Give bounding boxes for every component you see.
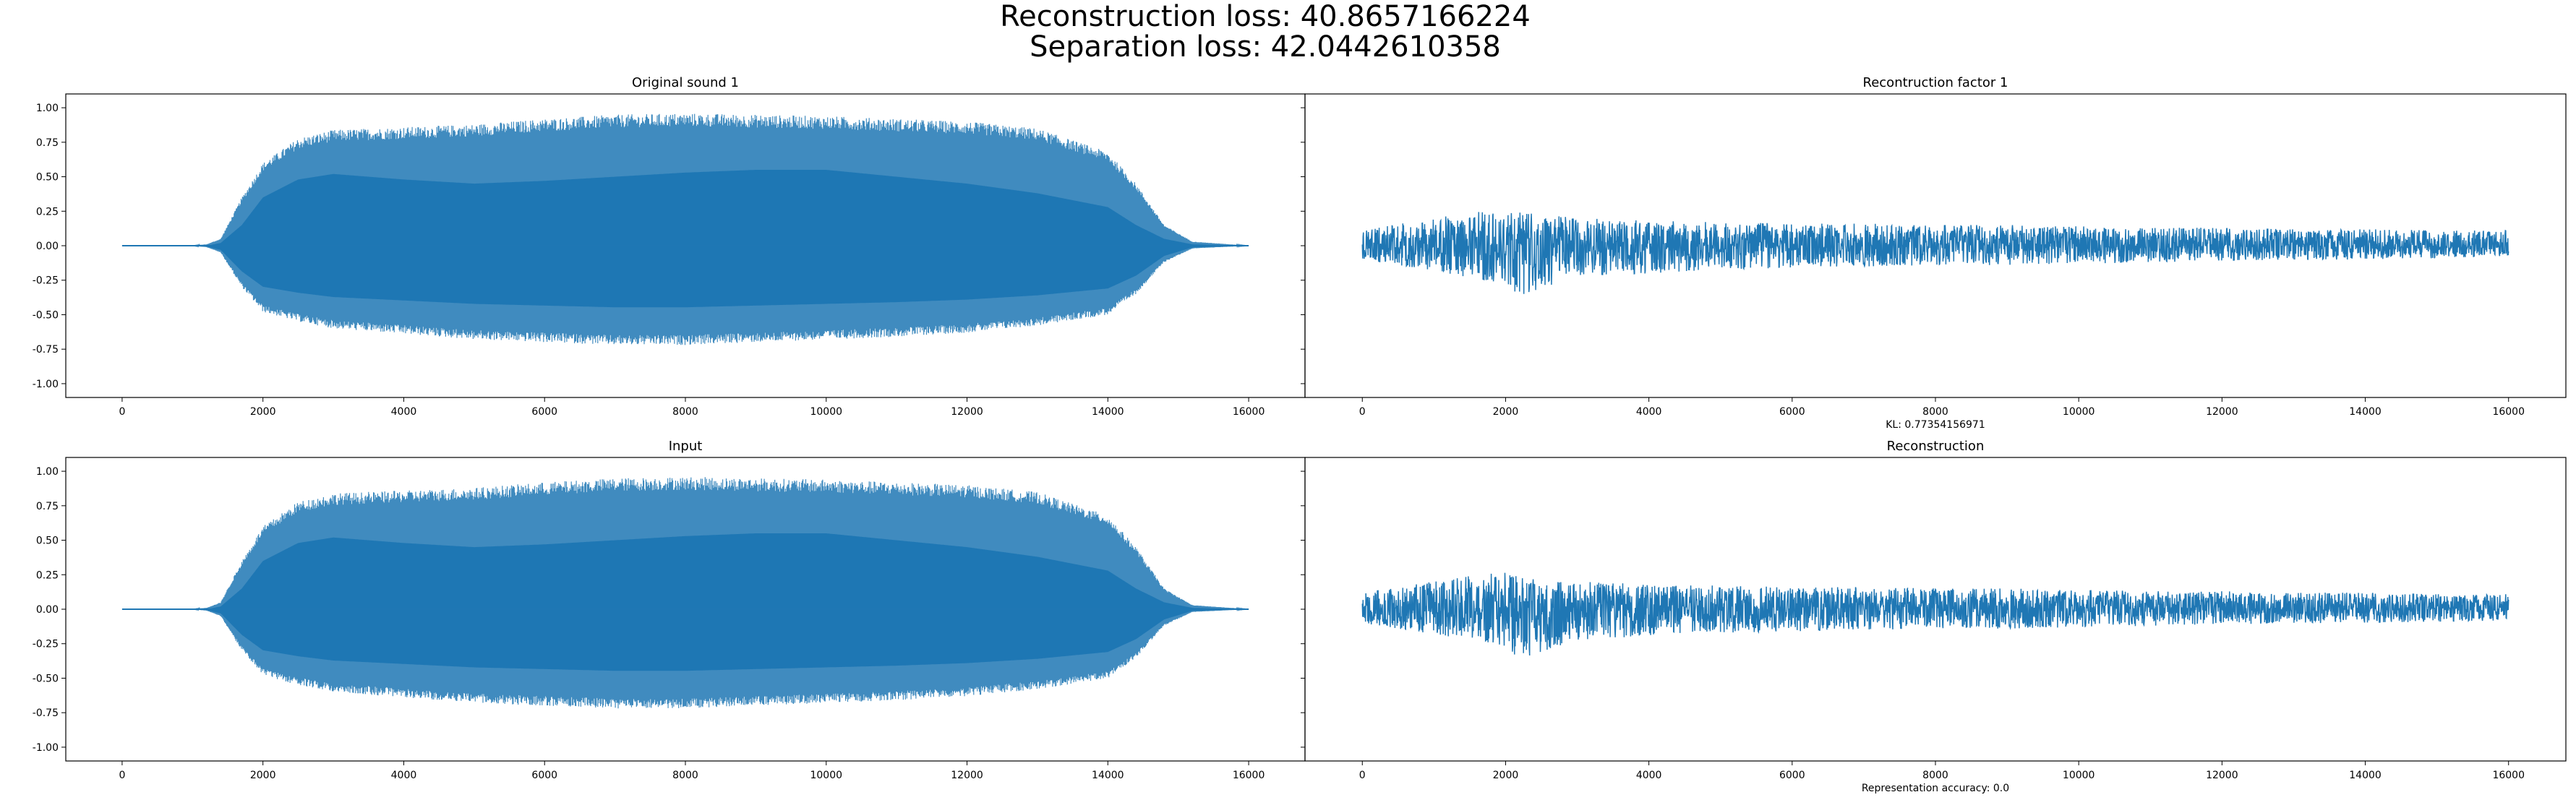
x-tick-label: 14000: [2349, 770, 2382, 781]
x-tick-label: 10000: [810, 406, 842, 418]
y-tick-label: -0.75: [33, 344, 59, 356]
y-tick-label: 0.00: [36, 241, 59, 252]
subplot-4: Reconstruction 0 2000 4000 6000 8000 10000 1200…: [1301, 439, 2567, 794]
subplot-1: Original sound 1 0 2000 4000 6000 8000 10000 12…: [33, 75, 1306, 418]
x-axis-label: Representation accuracy: 0.0: [1862, 783, 2009, 794]
y-tick-label: 0.25: [36, 569, 59, 581]
x-axis-label: KL: 0.77354156971: [1886, 419, 1985, 431]
x-tick-label: 2000: [1493, 406, 1519, 418]
y-tick-label: 0.25: [36, 206, 59, 218]
x-tick-label: 0: [119, 770, 125, 781]
y-tick-label: 1.00: [36, 103, 59, 114]
y-tick-label: -0.50: [33, 309, 59, 321]
y-tick-label: -0.25: [33, 275, 59, 287]
x-tick-label: 0: [1359, 770, 1366, 781]
x-tick-label: 16000: [2492, 770, 2525, 781]
y-tick-label: 0.75: [36, 501, 59, 512]
subplot-3: Input 0 2000 4000 6000 8000 10000 12000 14000 160…: [33, 439, 1306, 781]
x-tick-label: 0: [119, 406, 125, 418]
x-tick-label: 4000: [1636, 406, 1662, 418]
x-tick-label: 10000: [2063, 406, 2095, 418]
subplot-title: Reconstruction: [1887, 439, 1985, 454]
x-tick-label: 16000: [1233, 406, 1265, 418]
noise-trace: [1361, 572, 2509, 656]
x-tick-label: 10000: [810, 770, 842, 781]
y-tick-label: -1.00: [33, 742, 59, 754]
x-tick-label: 8000: [1922, 770, 1948, 781]
y-tick-label: 0.00: [36, 604, 59, 616]
subplot-title: Original sound 1: [632, 75, 739, 90]
x-tick-label: 14000: [1092, 406, 1124, 418]
subplot-title: Input: [669, 439, 703, 454]
x-tick-label: 4000: [1636, 770, 1662, 781]
x-tick-label: 6000: [531, 406, 557, 418]
subplot-title: Recontruction factor 1: [1863, 75, 2008, 90]
suptitle-line-1: Reconstruction loss: 40.8657166224: [1000, 0, 1531, 33]
x-tick-label: 8000: [672, 406, 698, 418]
suptitle-line-2: Separation loss: 42.0442610358: [1030, 30, 1501, 64]
series-line: [1361, 572, 2509, 656]
subplots-grid: Original sound 1 0 2000 4000 6000 8000 10000 12…: [33, 75, 2567, 794]
x-tick-label: 6000: [531, 770, 557, 781]
waveform-trace: [121, 477, 1249, 709]
x-tick-label: 6000: [1779, 406, 1805, 418]
y-tick-label: -1.00: [33, 379, 59, 390]
y-tick-label: 0.50: [36, 172, 59, 184]
x-tick-label: 2000: [1493, 770, 1519, 781]
y-tick-label: 1.00: [36, 466, 59, 478]
waveform-trace: [121, 113, 1249, 345]
x-tick-label: 8000: [672, 770, 698, 781]
series-line: [121, 113, 1249, 345]
y-tick-label: 0.50: [36, 536, 59, 547]
x-tick-label: 16000: [2492, 406, 2525, 418]
noise-trace: [1361, 212, 2509, 294]
x-tick-label: 16000: [1233, 770, 1265, 781]
x-tick-label: 12000: [951, 770, 983, 781]
y-tick-label: -0.75: [33, 707, 59, 719]
x-tick-label: 12000: [2206, 406, 2238, 418]
x-tick-label: 10000: [2063, 770, 2095, 781]
x-tick-label: 2000: [250, 406, 276, 418]
series-line: [121, 477, 1249, 709]
x-tick-label: 14000: [2349, 406, 2382, 418]
x-tick-label: 12000: [951, 406, 983, 418]
x-tick-label: 12000: [2206, 770, 2238, 781]
x-tick-label: 8000: [1922, 406, 1948, 418]
x-tick-label: 0: [1359, 406, 1366, 418]
y-tick-label: -0.25: [33, 639, 59, 650]
x-tick-label: 6000: [1779, 770, 1805, 781]
subplot-2: Recontruction factor 1 0 2000 4000 6000 8000 1…: [1301, 75, 2567, 431]
y-tick-label: 0.75: [36, 137, 59, 149]
x-tick-label: 2000: [250, 770, 276, 781]
y-tick-label: -0.50: [33, 673, 59, 684]
x-tick-label: 4000: [391, 406, 417, 418]
x-tick-label: 14000: [1092, 770, 1124, 781]
series-line: [1361, 212, 2509, 294]
x-tick-label: 4000: [391, 770, 417, 781]
